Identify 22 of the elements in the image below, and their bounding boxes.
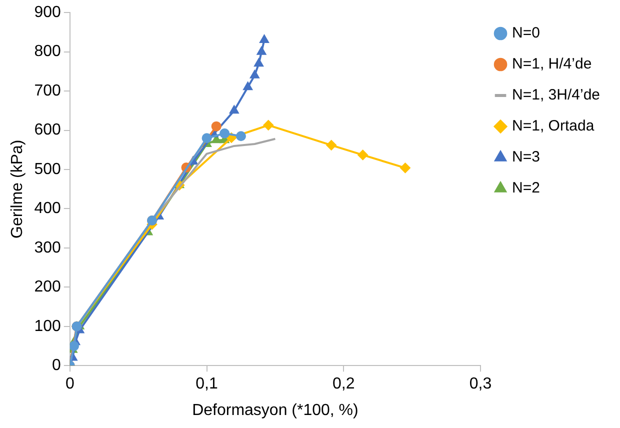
legend-label: N=3 bbox=[512, 148, 540, 166]
legend-label: N=2 bbox=[512, 180, 540, 197]
y-tick-label: 100 bbox=[34, 318, 61, 335]
y-tick-label: 400 bbox=[34, 200, 61, 218]
legend-label: N=0 bbox=[512, 24, 540, 42]
y-tick-label: 300 bbox=[34, 239, 61, 256]
legend-label: N=1, 3H/4’de bbox=[512, 86, 600, 104]
x-tick-label: 0,1 bbox=[196, 376, 218, 393]
legend-label: N=1, H/4’de bbox=[512, 56, 592, 73]
y-axis-title: Gerilme (kPa) bbox=[9, 140, 26, 238]
y-tick-label: 200 bbox=[34, 278, 61, 296]
x-tick-label: 0 bbox=[65, 376, 74, 393]
y-tick-label: 0 bbox=[52, 357, 61, 374]
y-tick-label: 800 bbox=[34, 43, 61, 60]
y-tick-label: 900 bbox=[34, 4, 61, 22]
legend-label: N=1, Ortada bbox=[512, 118, 595, 135]
y-tick-label: 500 bbox=[34, 160, 61, 178]
x-axis-title: Deformasyon (*100, %) bbox=[192, 402, 358, 419]
y-tick-label: 700 bbox=[34, 82, 61, 100]
x-tick-label: 0,2 bbox=[332, 376, 355, 393]
y-tick-label: 600 bbox=[34, 122, 61, 139]
x-tick-label: 0,3 bbox=[469, 376, 492, 393]
